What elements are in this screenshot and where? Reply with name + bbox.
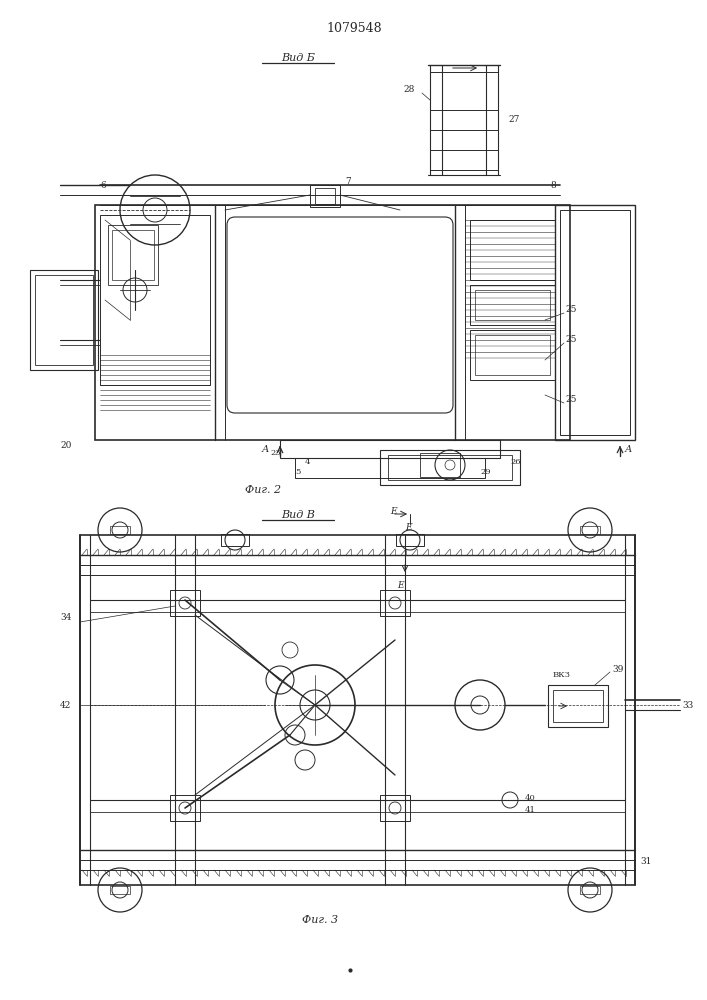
Text: 7: 7	[345, 178, 351, 186]
Text: 41: 41	[525, 806, 536, 814]
Bar	[388, 455, 512, 480]
Text: 5: 5	[295, 468, 300, 476]
Bar	[221, 534, 249, 546]
Text: 25: 25	[565, 336, 576, 344]
Text: Вид Б: Вид Б	[281, 53, 315, 63]
Bar	[30, 270, 98, 370]
Bar	[110, 526, 130, 534]
Bar	[470, 330, 555, 380]
Text: 29: 29	[480, 468, 491, 476]
Bar	[170, 590, 200, 616]
Text: 8: 8	[550, 180, 556, 190]
Bar	[100, 215, 210, 385]
Bar	[475, 290, 550, 320]
Text: ВКЗ: ВКЗ	[553, 671, 571, 679]
Bar	[470, 285, 555, 325]
Text: А: А	[625, 446, 632, 454]
Text: 23: 23	[270, 449, 281, 457]
Bar	[470, 220, 555, 280]
Bar	[580, 526, 600, 534]
Bar	[475, 335, 550, 375]
Text: Вид В: Вид В	[281, 510, 315, 520]
Text: 25: 25	[565, 395, 576, 404]
Bar	[380, 450, 520, 485]
Bar	[560, 210, 630, 435]
Text: 1079548: 1079548	[326, 21, 382, 34]
Text: А: А	[262, 446, 269, 454]
Bar	[295, 458, 485, 478]
Text: 4: 4	[305, 458, 310, 466]
Text: 42: 42	[60, 700, 71, 710]
Bar	[108, 225, 158, 285]
Text: 26: 26	[510, 458, 520, 466]
Text: 39: 39	[612, 666, 624, 674]
Bar	[170, 795, 200, 821]
Bar	[555, 205, 635, 440]
Bar	[80, 535, 635, 885]
Bar	[95, 205, 570, 440]
Text: 31: 31	[640, 857, 651, 866]
Bar	[112, 230, 154, 280]
Bar	[310, 185, 340, 207]
Text: 25: 25	[565, 306, 576, 314]
Bar	[548, 685, 608, 727]
Text: 33: 33	[682, 700, 694, 710]
Bar	[396, 534, 424, 546]
Text: 6: 6	[100, 180, 106, 190]
Text: 28: 28	[403, 86, 414, 95]
Text: Фиг. 2: Фиг. 2	[245, 485, 281, 495]
Text: 27: 27	[508, 115, 520, 124]
Bar	[380, 795, 410, 821]
Text: E: E	[397, 580, 404, 589]
Bar	[110, 886, 130, 894]
Text: E: E	[405, 524, 411, 532]
Bar	[315, 188, 335, 204]
Bar	[380, 590, 410, 616]
Text: 40: 40	[525, 794, 536, 802]
Bar	[580, 886, 600, 894]
Bar	[420, 453, 460, 477]
Bar	[35, 275, 93, 365]
Text: Фиг. 3: Фиг. 3	[302, 915, 338, 925]
Bar	[553, 690, 603, 722]
Text: 20: 20	[60, 440, 71, 450]
Text: E: E	[390, 508, 397, 516]
Bar	[280, 440, 500, 458]
Text: 34: 34	[60, 613, 71, 622]
